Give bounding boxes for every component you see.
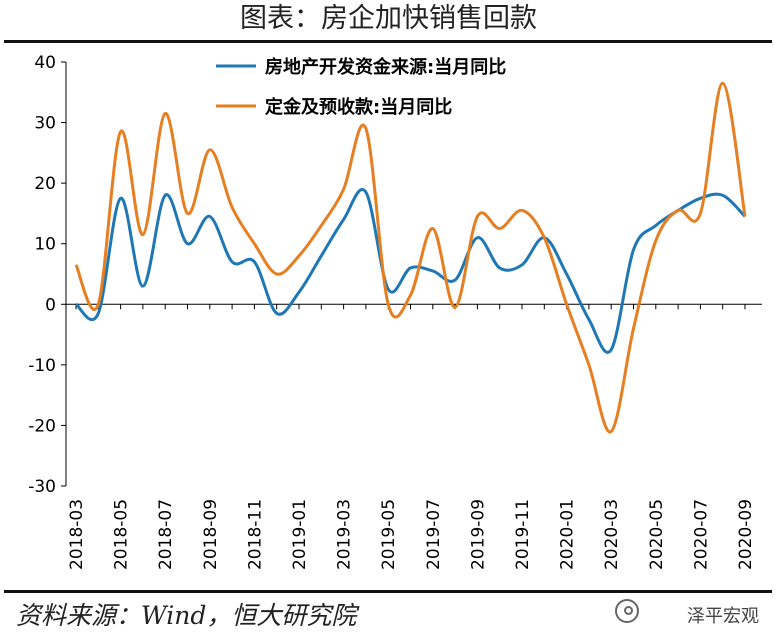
x-tick-label: 2020-09 <box>736 499 756 570</box>
x-tick-label: 2019-01 <box>290 499 310 570</box>
x-tick-label: 2018-11 <box>245 499 265 570</box>
x-tick-label: 2019-09 <box>468 499 488 570</box>
x-tick-label: 2020-07 <box>691 499 711 570</box>
x-tick-label: 2020-03 <box>602 499 622 570</box>
series-line-2 <box>74 81 747 434</box>
y-tick-label: 0 <box>45 295 56 315</box>
y-tick-label: 40 <box>34 53 56 73</box>
watermark-label: 泽平宏观 <box>687 606 759 627</box>
x-tick-label: 2018-03 <box>67 499 87 570</box>
top-rule <box>4 40 772 43</box>
x-tick-label: 2019-03 <box>335 499 355 570</box>
bottom-rule <box>4 590 772 593</box>
chart-title: 图表：房企加快销售回款 <box>240 3 537 34</box>
series-line-1 <box>75 188 747 354</box>
y-tick-label: 30 <box>34 114 56 134</box>
x-tick-label: 2020-01 <box>558 499 578 570</box>
y-tick-label: -30 <box>28 477 56 497</box>
line-chart: -30 -20 -10 0 10 20 30 40 2018-03 2018-05 2018-07 2… <box>28 53 762 570</box>
y-tick-label: -10 <box>28 356 56 376</box>
y-tick-label: -20 <box>28 416 56 436</box>
x-tick-label: 2020-05 <box>647 499 667 570</box>
legend-label-2: 定金及预收款:当月同比 <box>265 96 452 118</box>
y-tick-label: 10 <box>34 235 56 255</box>
x-tick-label: 2019-11 <box>513 499 533 570</box>
x-tick-label: 2019-07 <box>424 499 444 570</box>
y-tick-label: 20 <box>34 174 56 194</box>
x-tick-label: 2018-05 <box>112 499 132 570</box>
source-note: 资料来源：Wind，恒大研究院 <box>16 601 357 630</box>
x-tick-label: 2019-05 <box>379 499 399 570</box>
x-tick-label: 2018-07 <box>156 499 176 570</box>
wechat-icon <box>615 599 639 623</box>
legend-label-1: 房地产开发资金来源:当月同比 <box>265 56 506 78</box>
x-tick-label: 2018-09 <box>201 499 221 570</box>
